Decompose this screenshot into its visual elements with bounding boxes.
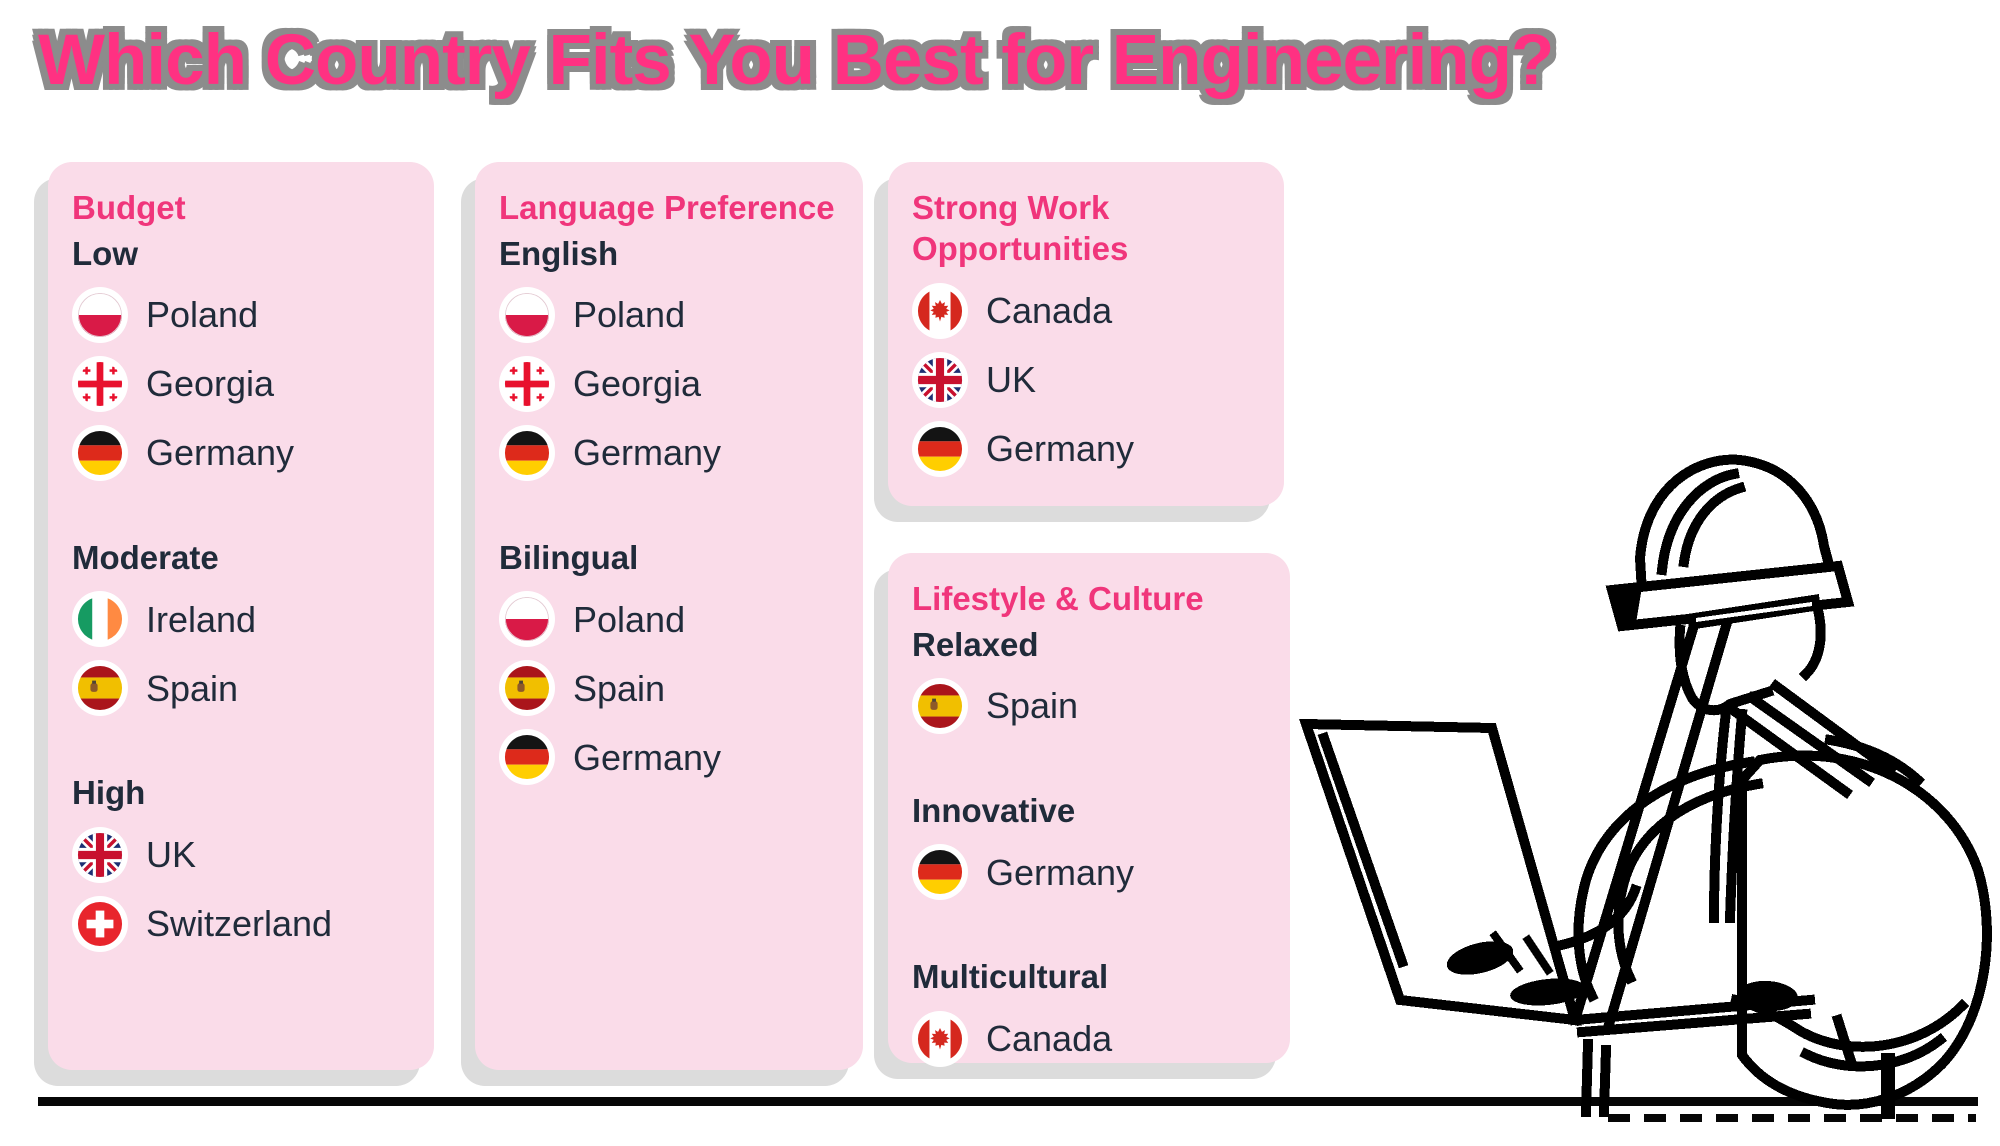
spain-flag-icon xyxy=(912,678,968,735)
country-row: Ireland xyxy=(72,591,410,648)
country-name: Spain xyxy=(146,667,239,709)
country-name: Canada xyxy=(986,290,1113,332)
lifestyle-group-relaxed: Relaxed Spain xyxy=(912,624,1266,735)
country-name: Ireland xyxy=(146,598,257,640)
uk-flag-icon xyxy=(72,826,128,883)
budget-group-low: Low Poland Georgia Germany xyxy=(72,233,410,482)
work-group: Canada UK Germany xyxy=(912,282,1260,477)
germany-flag-icon xyxy=(912,844,968,901)
work-opportunities-card: Strong Work Opportunities Canada UK Germ… xyxy=(888,162,1284,506)
group-label: Multicultural xyxy=(912,958,1109,996)
georgia-flag-icon xyxy=(72,356,128,413)
country-row: Canada xyxy=(912,1010,1266,1067)
budget-group-high: High UK Switzerland xyxy=(72,772,410,952)
spain-flag-icon xyxy=(72,660,128,717)
ground-line xyxy=(38,1097,1978,1106)
georgia-flag-icon xyxy=(499,356,555,413)
country-row: Germany xyxy=(72,425,410,482)
page-title: Which Country Fits You Best for Engineer… xyxy=(38,21,1554,100)
country-name: Switzerland xyxy=(146,902,333,944)
country-name: Germany xyxy=(573,432,722,474)
germany-flag-icon xyxy=(912,420,968,477)
group-label: English xyxy=(499,234,619,272)
country-row: Canada xyxy=(912,282,1260,339)
country-name: Georgia xyxy=(146,363,275,405)
country-name: Poland xyxy=(146,294,259,336)
group-label: High xyxy=(72,774,146,812)
language-preference-card: Language Preference English Poland Georg… xyxy=(475,162,863,1070)
budget-card: Budget Low Poland Georgia Germany Modera… xyxy=(48,162,434,1070)
country-name: Germany xyxy=(573,736,722,778)
country-row: Spain xyxy=(72,660,410,717)
group-label: Moderate xyxy=(72,539,219,577)
uk-flag-icon xyxy=(912,351,968,408)
card-title: Budget xyxy=(72,189,186,226)
country-row: UK xyxy=(912,351,1260,408)
country-row: Germany xyxy=(499,425,839,482)
germany-flag-icon xyxy=(72,425,128,482)
poland-flag-icon xyxy=(499,287,555,344)
budget-group-moderate: Moderate Ireland Spain xyxy=(72,537,410,717)
germany-flag-icon xyxy=(499,729,555,786)
country-row: Georgia xyxy=(72,356,410,413)
country-row: Spain xyxy=(912,678,1266,735)
engineer-illustration xyxy=(1298,454,1992,1119)
country-row: Poland xyxy=(72,287,410,344)
country-name: Germany xyxy=(986,428,1135,470)
lifestyle-group-innovative: Innovative Germany xyxy=(912,790,1266,901)
spain-flag-icon xyxy=(499,660,555,717)
country-name: UK xyxy=(986,359,1037,401)
canada-flag-icon xyxy=(912,1010,968,1067)
group-label: Relaxed xyxy=(912,625,1039,663)
card-title: Lifestyle & Culture xyxy=(912,580,1204,617)
country-name: Spain xyxy=(573,667,666,709)
country-row: Poland xyxy=(499,287,839,344)
country-row: Germany xyxy=(499,729,839,786)
germany-flag-icon xyxy=(499,425,555,482)
lifestyle-culture-card: Lifestyle & Culture Relaxed Spain Innova… xyxy=(888,553,1290,1067)
country-row: Spain xyxy=(499,660,839,717)
country-row: Poland xyxy=(499,591,839,648)
country-row: Germany xyxy=(912,844,1266,901)
country-row: Georgia xyxy=(499,356,839,413)
poland-flag-icon xyxy=(499,591,555,648)
lifestyle-group-multicultural: Multicultural Canada xyxy=(912,956,1266,1067)
group-label: Innovative xyxy=(912,792,1076,830)
canada-flag-icon xyxy=(912,282,968,339)
country-row: Switzerland xyxy=(72,895,410,952)
poland-flag-icon xyxy=(72,287,128,344)
group-label: Low xyxy=(72,234,138,272)
ground-dashes xyxy=(1608,1114,1976,1122)
country-name: Germany xyxy=(986,851,1135,893)
switzerland-flag-icon xyxy=(72,895,128,952)
country-name: Germany xyxy=(146,432,295,474)
country-name: Spain xyxy=(986,685,1079,727)
country-name: Canada xyxy=(986,1017,1113,1059)
card-title: Strong Work Opportunities xyxy=(912,189,1129,267)
country-row: UK xyxy=(72,826,410,883)
country-name: Poland xyxy=(573,294,686,336)
group-label: Bilingual xyxy=(499,539,639,577)
country-name: Poland xyxy=(573,598,686,640)
card-title: Language Preference xyxy=(499,189,835,226)
language-group-english: English Poland Georgia Germany xyxy=(499,233,839,482)
country-row: Germany xyxy=(912,420,1260,477)
language-group-bilingual: Bilingual Poland Spain Germany xyxy=(499,537,839,786)
ireland-flag-icon xyxy=(72,591,128,648)
country-name: UK xyxy=(146,833,197,875)
country-name: Georgia xyxy=(573,363,702,405)
